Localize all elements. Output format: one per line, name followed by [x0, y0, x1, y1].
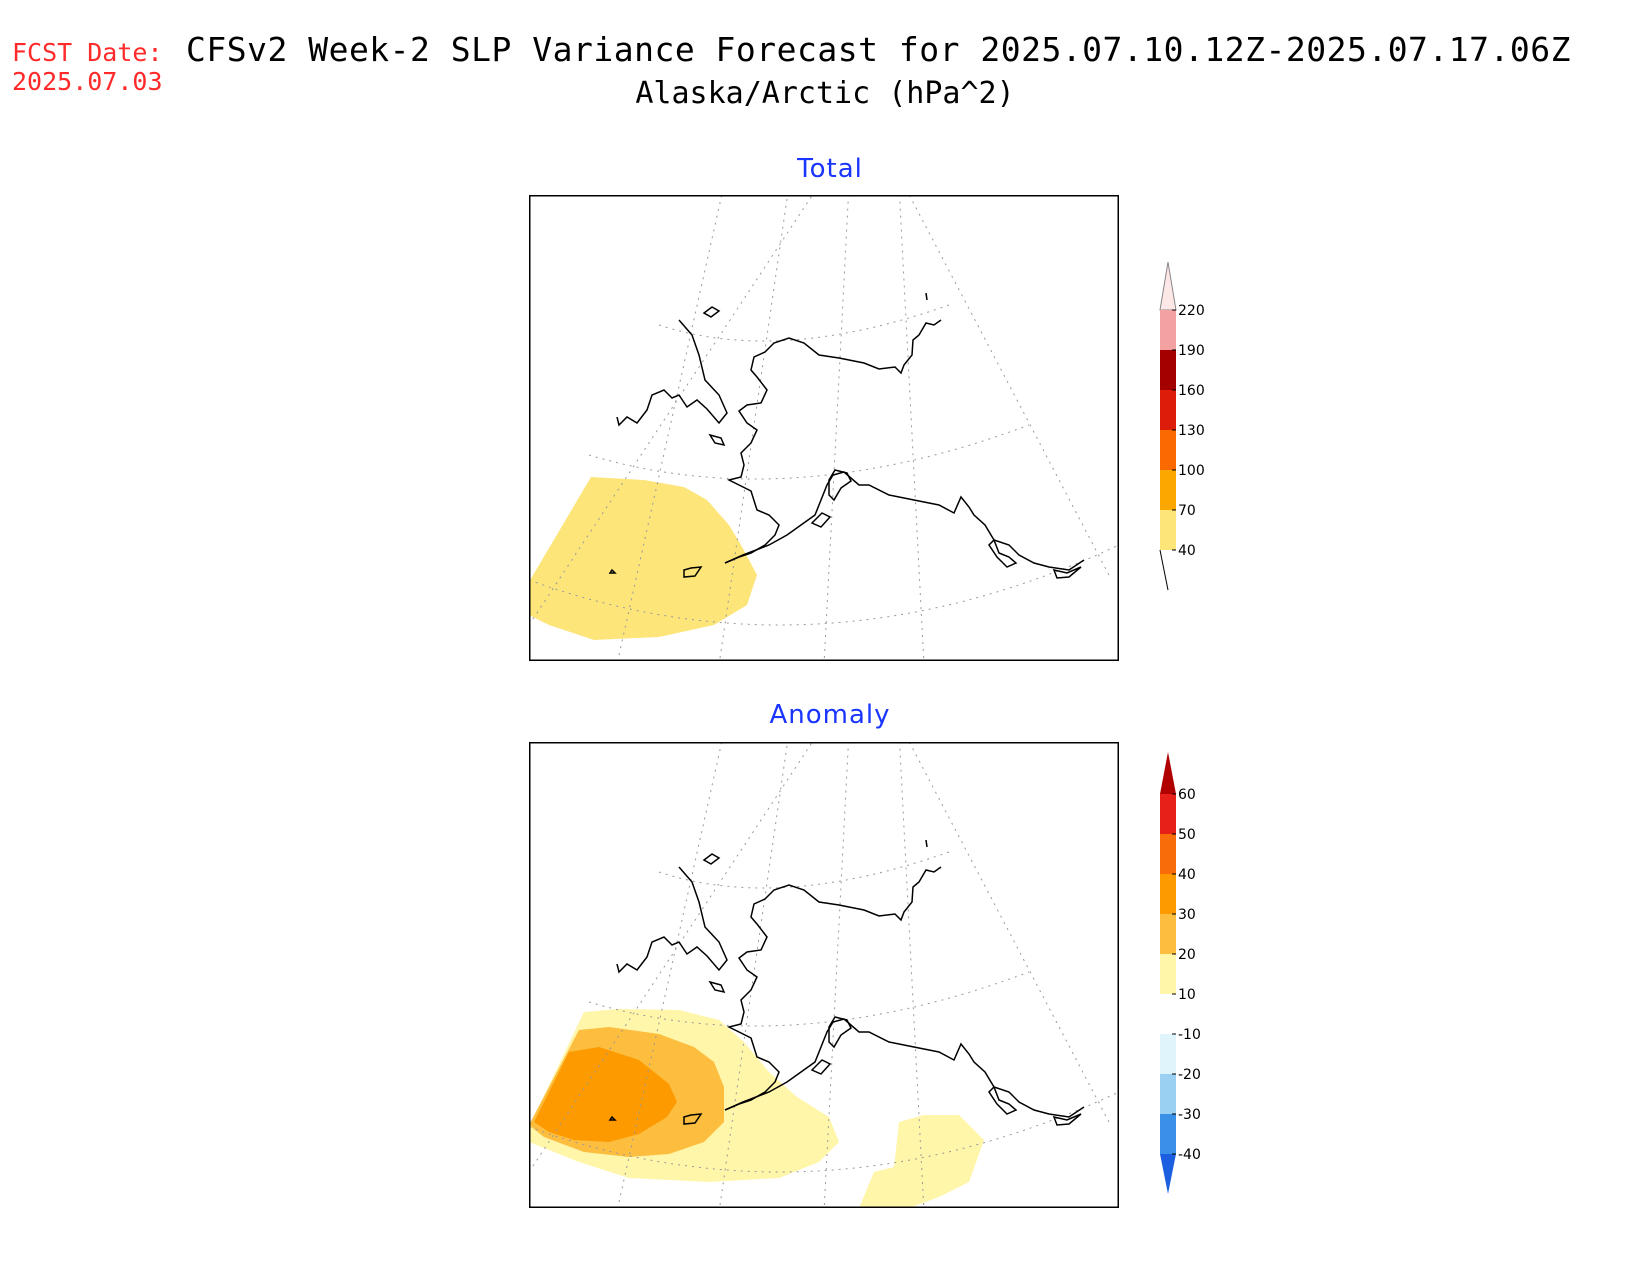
total-colorbar-label: 70	[1178, 503, 1196, 519]
total-colorbar-tip-top	[1159, 262, 1177, 311]
total-colorbar-label: 40	[1178, 543, 1196, 559]
total-colorbar-label: 100	[1178, 463, 1205, 479]
anomaly-colorbar-label: -10	[1178, 1027, 1201, 1043]
anomaly-colorbar-label: 30	[1178, 907, 1196, 923]
total-colorbar-label: 160	[1178, 383, 1205, 399]
total-colorbar-segment	[1160, 510, 1176, 550]
total-panel-title: Total	[797, 154, 863, 184]
total-colorbar-segment	[1160, 310, 1176, 350]
anomaly-colorbar-segment	[1160, 874, 1176, 914]
total-map-frame	[529, 195, 1119, 661]
anomaly-colorbar-segment	[1160, 954, 1176, 994]
page-subtitle: Alaska/Arctic (hPa^2)	[635, 76, 1015, 111]
anomaly-colorbar-label: -20	[1178, 1067, 1201, 1083]
total-shading-40-70	[529, 477, 757, 640]
anomaly-colorbar-segment	[1160, 994, 1176, 1034]
total-colorbar-segment	[1160, 470, 1176, 510]
forecast-date-block: FCST Date: 2025.07.03	[12, 38, 163, 96]
anomaly-colorbar-segment	[1160, 1034, 1176, 1074]
anomaly-shading-30-40	[534, 1047, 677, 1142]
anomaly-colorbar-label: 60	[1178, 787, 1196, 803]
forecast-date-label: FCST Date:	[12, 38, 163, 67]
total-colorbar-segment	[1160, 430, 1176, 470]
anomaly-colorbar-segment	[1160, 1074, 1176, 1114]
anomaly-colorbar-label: -30	[1178, 1107, 1201, 1123]
anomaly-colorbar-segment	[1160, 1114, 1176, 1154]
anomaly-map-frame	[529, 742, 1119, 1208]
total-colorbar-tip-bottom	[1159, 549, 1169, 591]
anomaly-colorbar-segment	[1160, 914, 1176, 954]
total-colorbar-segment	[1160, 390, 1176, 430]
total-colorbar-segment	[1160, 350, 1176, 390]
anomaly-colorbar-label: -40	[1178, 1147, 1201, 1163]
anomaly-map	[529, 742, 1119, 1208]
total-colorbar: 220 190 160 130 100 70 40	[1159, 262, 1205, 591]
anomaly-colorbar-label: 10	[1178, 987, 1196, 1003]
anomaly-colorbar: 60 50 40 30 20 10 -10 -20 -30 -40	[1160, 752, 1201, 1194]
anomaly-colorbar-label: 50	[1178, 827, 1196, 843]
anomaly-colorbar-label: 40	[1178, 867, 1196, 883]
anomaly-colorbar-tip-top	[1160, 752, 1176, 794]
forecast-date-value: 2025.07.03	[12, 67, 163, 96]
total-map	[529, 195, 1119, 661]
anomaly-colorbar-segment	[1160, 794, 1176, 834]
total-colorbar-label: 130	[1178, 423, 1205, 439]
total-colorbar-label: 190	[1178, 343, 1205, 359]
page-title: CFSv2 Week-2 SLP Variance Forecast for 2…	[186, 30, 1572, 69]
anomaly-colorbar-label: 20	[1178, 947, 1196, 963]
anomaly-panel-title: Anomaly	[769, 700, 891, 730]
anomaly-colorbar-tip-bottom	[1160, 1154, 1176, 1194]
anomaly-colorbar-segment	[1160, 834, 1176, 874]
total-colorbar-label: 220	[1178, 303, 1205, 319]
